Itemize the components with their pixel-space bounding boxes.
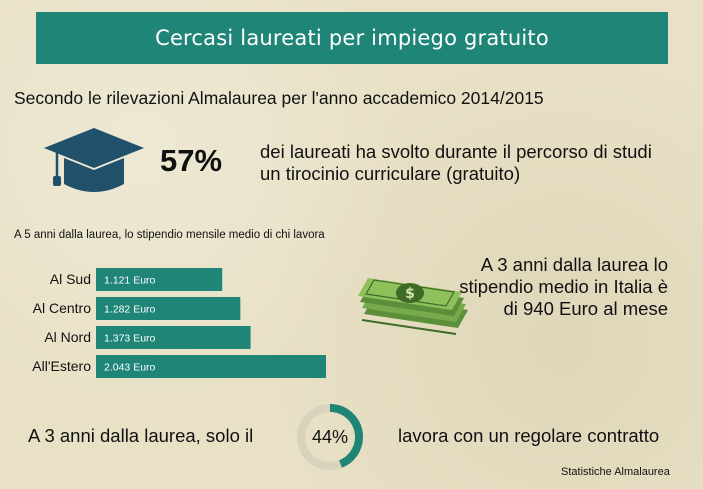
bar-value-label: 1.373 Euro [104,333,156,345]
bar-value-label: 1.282 Euro [104,304,156,316]
contract-text-left: A 3 anni dalla laurea, solo il [28,425,254,446]
bar-category-label: Al Nord [44,329,91,345]
contract-text-right: lavora con un regolare contratto [398,425,660,446]
graduation-cap-icon [44,128,144,192]
contract-donut [297,404,363,470]
bar [96,297,241,320]
bar [96,268,223,291]
chart-title: A 5 anni dalla laurea, lo stipendio mens… [14,229,325,241]
internship-text: dei laureati ha svolto durante il percor… [260,141,652,185]
svg-text:$: $ [405,286,415,302]
bar-category-label: All'Estero [32,358,91,374]
contract-percent-label: 44% [311,426,349,447]
average-salary-text: A 3 anni dalla laurea lo stipendio medio… [459,254,668,320]
bar [96,326,251,349]
subtitle: Secondo le rilevazioni Almalaurea per l'… [14,88,544,108]
source-credit: Statistiche Almalaurea [561,466,670,478]
money-stack-icon: $ [358,278,468,335]
title-banner: Cercasi laureati per impiego gratuito [36,12,668,64]
salary-bar-chart: Al Sud 1.121 Euro Al Centro 1.282 Euro Al No… [32,268,326,378]
donut-arc [297,404,363,470]
bar-category-label: Al Centro [33,300,92,316]
internship-percent: 57% [160,143,223,178]
bar-value-label: 2.043 Euro [104,362,156,374]
bar-value-label: 1.121 Euro [104,275,156,287]
page-title: Cercasi laureati per impiego gratuito [155,26,549,50]
bar-category-label: Al Sud [50,271,91,287]
bar [96,355,326,378]
contract-percent: 44% [296,403,364,471]
